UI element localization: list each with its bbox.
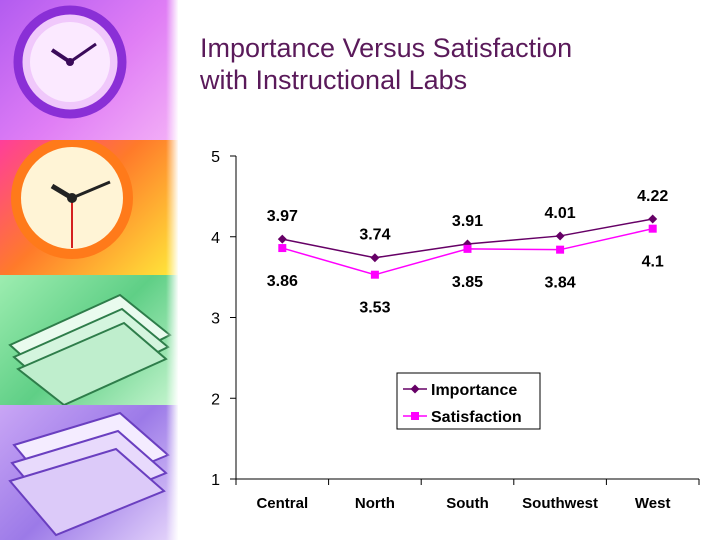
data-label-satisfaction: 4.1 bbox=[642, 254, 664, 271]
data-point-satisfaction bbox=[278, 244, 287, 253]
violet-books-panel bbox=[0, 405, 178, 540]
clock-icon bbox=[13, 5, 127, 119]
y-tick-label: 4 bbox=[211, 230, 220, 247]
sidebar-fade bbox=[166, 0, 178, 540]
legend-box bbox=[396, 372, 541, 430]
chart-series bbox=[277, 214, 658, 279]
y-tick-label: 5 bbox=[211, 149, 220, 166]
books-icon bbox=[8, 411, 170, 537]
green-books-panel bbox=[0, 275, 178, 407]
y-tick-label: 3 bbox=[211, 311, 220, 328]
decorative-sidebar bbox=[0, 0, 178, 540]
data-point-importance bbox=[555, 231, 565, 241]
data-label-satisfaction: 3.53 bbox=[359, 300, 390, 317]
data-point-importance bbox=[370, 253, 380, 263]
x-tick-label: Southwest bbox=[522, 495, 598, 512]
x-axis: Central North South Southwest West bbox=[235, 478, 700, 512]
x-tick-label: North bbox=[355, 495, 395, 512]
data-label-importance: 4.01 bbox=[545, 205, 576, 222]
x-tick-label: South bbox=[446, 495, 489, 512]
data-point-satisfaction bbox=[463, 244, 472, 253]
legend-marker bbox=[410, 384, 420, 394]
data-point-importance bbox=[277, 234, 287, 244]
line-chart: 1 2 3 4 5 Central North South Southwest West 3.9… bbox=[211, 149, 700, 512]
data-label-importance: 4.22 bbox=[637, 188, 668, 205]
legend-marker bbox=[411, 412, 419, 420]
chart-legend: Importance Satisfaction bbox=[396, 372, 541, 430]
purple-clock-panel bbox=[0, 0, 178, 140]
data-point-satisfaction bbox=[370, 270, 379, 279]
legend-label: Importance bbox=[431, 382, 517, 399]
data-label-importance: 3.91 bbox=[452, 213, 483, 230]
y-axis: 1 2 3 4 5 bbox=[211, 149, 237, 489]
books-icon bbox=[8, 293, 172, 407]
y-tick-label: 2 bbox=[211, 391, 220, 408]
data-point-satisfaction bbox=[556, 245, 565, 254]
slide-title-line-2: with Instructional Labs bbox=[200, 65, 468, 95]
orange-clock-panel bbox=[0, 137, 178, 275]
data-label-importance: 3.74 bbox=[359, 227, 390, 244]
slide-title-line-1: Importance Versus Satisfaction bbox=[200, 33, 573, 63]
data-labels: 3.97 3.74 3.91 4.01 4.22 3.86 3.53 3.85 3.84 4.1 bbox=[267, 188, 669, 317]
data-label-satisfaction: 3.85 bbox=[452, 274, 483, 291]
slide-title: Importance Versus Satisfaction with Inst… bbox=[200, 32, 700, 96]
data-label-satisfaction: 3.86 bbox=[267, 273, 298, 290]
legend-label: Satisfaction bbox=[431, 409, 522, 426]
y-tick-label: 1 bbox=[211, 472, 220, 489]
data-label-satisfaction: 3.84 bbox=[545, 275, 576, 292]
data-point-importance bbox=[648, 214, 658, 224]
x-tick-label: West bbox=[635, 495, 671, 512]
data-point-satisfaction bbox=[648, 224, 657, 233]
x-tick-label: Central bbox=[256, 495, 308, 512]
data-label-importance: 3.97 bbox=[267, 208, 298, 225]
clock-icon bbox=[11, 137, 133, 259]
